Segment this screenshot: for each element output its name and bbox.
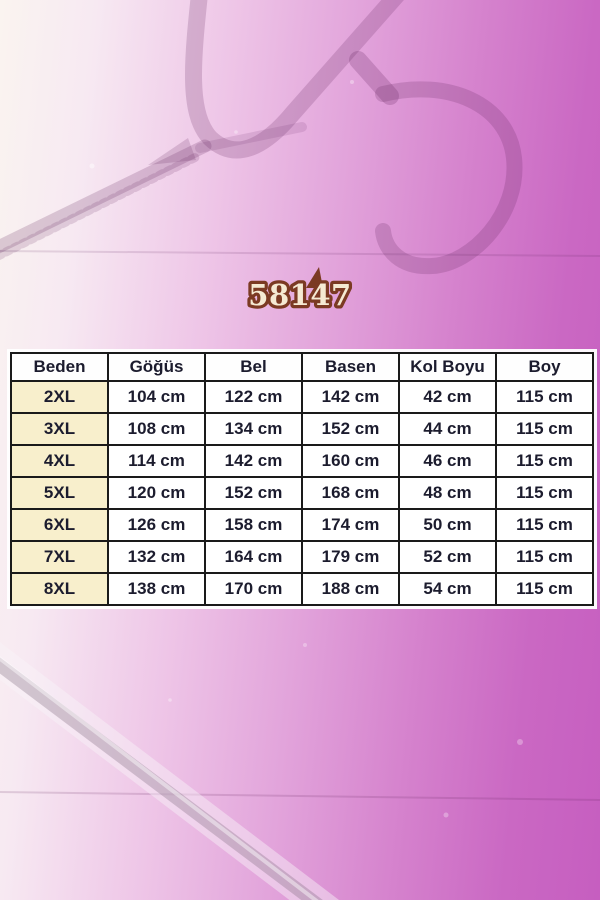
size-label-cell: 8XL: [10, 572, 109, 606]
plank-seam-lines: [0, 250, 600, 801]
measure-cell: 122 cm: [204, 380, 303, 414]
measure-cell: 46 cm: [398, 444, 497, 478]
hanger-arm-silhouette-icon: [0, 642, 340, 900]
flame-spike-icon: [306, 267, 323, 288]
measure-cell: 50 cm: [398, 508, 497, 542]
measure-cell: 142 cm: [204, 444, 303, 478]
col-header-basen: Basen: [301, 352, 400, 382]
measure-cell: 134 cm: [204, 412, 303, 446]
col-header-bel: Bel: [204, 352, 303, 382]
measure-cell: 120 cm: [107, 476, 206, 510]
measure-cell: 108 cm: [107, 412, 206, 446]
col-header-boy: Boy: [495, 352, 594, 382]
size-row-2xl: 2XL 104 cm 122 cm 142 cm 42 cm 115 cm: [10, 380, 594, 414]
size-row-4xl: 4XL 114 cm 142 cm 160 cm 46 cm 115 cm: [10, 444, 594, 478]
measure-cell: 126 cm: [107, 508, 206, 542]
measure-cell: 48 cm: [398, 476, 497, 510]
product-code-badge: 58147: [245, 267, 354, 315]
size-label-cell: 2XL: [10, 380, 109, 414]
measure-cell: 152 cm: [204, 476, 303, 510]
size-label-cell: 3XL: [10, 412, 109, 446]
size-row-8xl: 8XL 138 cm 170 cm 188 cm 54 cm 115 cm: [10, 572, 594, 606]
measure-cell: 132 cm: [107, 540, 206, 574]
size-table: Beden Göğüs Bel Basen Kol Boyu Boy 2XL 1…: [10, 352, 594, 606]
measure-cell: 138 cm: [107, 572, 206, 606]
measure-cell: 160 cm: [301, 444, 400, 478]
measure-cell: 152 cm: [301, 412, 400, 446]
size-label-cell: 4XL: [10, 444, 109, 478]
measure-cell: 179 cm: [301, 540, 400, 574]
header-row: Beden Göğüs Bel Basen Kol Boyu Boy: [10, 352, 594, 382]
measure-cell: 54 cm: [398, 572, 497, 606]
size-label-cell: 7XL: [10, 540, 109, 574]
size-table-grid: Beden Göğüs Bel Basen Kol Boyu Boy 2XL 1…: [10, 352, 594, 606]
size-row-7xl: 7XL 132 cm 164 cm 179 cm 52 cm 115 cm: [10, 540, 594, 574]
measure-cell: 42 cm: [398, 380, 497, 414]
hanger-silhouette-icon: [0, 0, 523, 275]
col-header-beden: Beden: [10, 352, 109, 382]
size-row-3xl: 3XL 108 cm 134 cm 152 cm 44 cm 115 cm: [10, 412, 594, 446]
measure-cell: 114 cm: [107, 444, 206, 478]
measure-cell: 115 cm: [495, 476, 594, 510]
measure-cell: 115 cm: [495, 540, 594, 574]
measure-cell: 164 cm: [204, 540, 303, 574]
measure-cell: 115 cm: [495, 508, 594, 542]
measure-cell: 104 cm: [107, 380, 206, 414]
measure-cell: 115 cm: [495, 572, 594, 606]
product-code-text: 58147: [248, 278, 351, 312]
size-row-6xl: 6XL 126 cm 158 cm 174 cm 50 cm 115 cm: [10, 508, 594, 542]
size-label-cell: 6XL: [10, 508, 109, 542]
col-header-gogus: Göğüs: [107, 352, 206, 382]
measure-cell: 174 cm: [301, 508, 400, 542]
measure-cell: 168 cm: [301, 476, 400, 510]
size-label-cell: 5XL: [10, 476, 109, 510]
measure-cell: 115 cm: [495, 380, 594, 414]
measure-cell: 115 cm: [495, 444, 594, 478]
measure-cell: 158 cm: [204, 508, 303, 542]
col-header-kol-boyu: Kol Boyu: [398, 352, 497, 382]
measure-cell: 142 cm: [301, 380, 400, 414]
measure-cell: 115 cm: [495, 412, 594, 446]
size-row-5xl: 5XL 120 cm 152 cm 168 cm 48 cm 115 cm: [10, 476, 594, 510]
measure-cell: 52 cm: [398, 540, 497, 574]
measure-cell: 170 cm: [204, 572, 303, 606]
measure-cell: 188 cm: [301, 572, 400, 606]
paint-speckles: [89, 80, 523, 818]
measure-cell: 44 cm: [398, 412, 497, 446]
